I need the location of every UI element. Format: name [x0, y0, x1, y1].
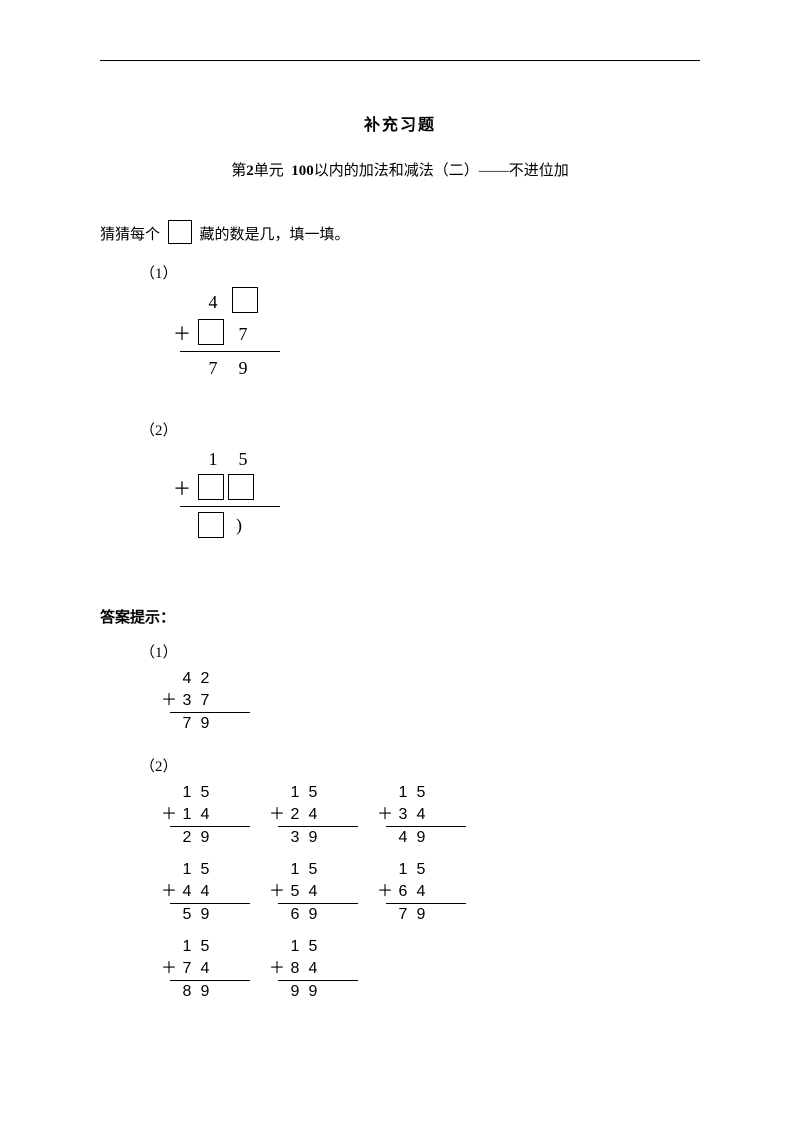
answer-1-column: 42 ＋37 79: [160, 668, 250, 735]
p2-plus: ＋: [172, 476, 192, 502]
p2-vinculum: [180, 506, 280, 507]
a1-r-tens: 7: [178, 713, 196, 735]
stem-prefix: 猜猜每个: [100, 227, 160, 243]
unit-prefix: 第: [231, 163, 246, 179]
a1-a-ones: 2: [196, 668, 214, 690]
top-horizontal-rule: [100, 60, 700, 61]
main-title: 补充习题: [100, 111, 700, 135]
answer-2-column: 15＋14 29: [160, 782, 250, 849]
unit-number: 2: [246, 163, 254, 179]
p2-result-tens-box[interactable]: [198, 512, 224, 538]
stem-suffix: 藏的数是几，填一填。: [200, 227, 350, 243]
inline-empty-box-icon: [168, 220, 192, 244]
answer-2-column: 15＋84 99: [268, 936, 358, 1003]
answer-2-row: 15＋44 59 15＋54 69 15＋64 79: [160, 859, 700, 936]
worksheet-page: 补充习题 第2单元 100以内的加法和减法（二）——不进位加 猜猜每个 藏的数是…: [0, 0, 800, 1132]
answer-2-row: 15＋74 89 15＋84 99: [160, 936, 700, 1013]
p1-result-tens: 7: [200, 355, 226, 381]
a1-b-ones: 7: [196, 690, 214, 712]
answer-2-column: 15＋44 59: [160, 859, 250, 926]
a1-a-tens: 4: [178, 668, 196, 690]
a1-b-tens: 3: [178, 690, 196, 712]
answer-2-column: 15＋34 49: [376, 782, 466, 849]
p1-add-ones: 7: [230, 321, 256, 347]
a1-plus: ＋: [160, 690, 178, 712]
p1-top-tens: 4: [200, 289, 226, 315]
p1-top-ones-box[interactable]: [232, 287, 258, 313]
p1-plus: ＋: [172, 321, 192, 347]
answer-1-block: 42 ＋37 79: [160, 668, 700, 745]
unit-title: 第2单元 100以内的加法和减法（二）——不进位加: [100, 159, 700, 180]
unit-word: 单元: [254, 163, 284, 179]
p2-top-ones: 5: [230, 446, 256, 472]
range-text: 以内的加法和减法（二）——不进位加: [314, 163, 569, 179]
p2-result-ones-partial: ): [226, 512, 252, 538]
p1-add-tens-box[interactable]: [198, 319, 224, 345]
problem-2: 1 5 ＋ ): [170, 446, 330, 556]
p2-add-tens-box[interactable]: [198, 474, 224, 500]
question-stem: 猜猜每个 藏的数是几，填一填。: [100, 220, 700, 244]
answer-2-column: 15＋54 69: [268, 859, 358, 926]
answer-2-column: 15＋64 79: [376, 859, 466, 926]
answer-2-column: 15＋74 89: [160, 936, 250, 1003]
answer-2-column: 15＋24 39: [268, 782, 358, 849]
answer-2-grid: 15＋14 29 15＋24 39 15＋34 49 15＋44 59 15＋5…: [160, 782, 700, 1013]
p2-top-tens: 1: [200, 446, 226, 472]
problem-2-label: （2）: [140, 419, 700, 440]
answer-2-label: （2）: [140, 755, 700, 776]
p1-vinculum: [180, 351, 280, 352]
answer-2-row: 15＋14 29 15＋24 39 15＋34 49: [160, 782, 700, 859]
a1-r-ones: 9: [196, 713, 214, 735]
answer-1-label: （1）: [140, 641, 700, 662]
answers-section: 答案提示： （1） 42 ＋37 79 （2） 15＋14 29 15＋24 3…: [100, 606, 700, 1013]
range-number: 100: [291, 163, 314, 179]
answers-heading: 答案提示：: [100, 606, 700, 627]
p2-add-ones-box[interactable]: [228, 474, 254, 500]
problem-1: 4 ＋ 7 7 9: [170, 289, 330, 399]
p1-result-ones: 9: [230, 355, 256, 381]
problem-1-label: （1）: [140, 262, 700, 283]
